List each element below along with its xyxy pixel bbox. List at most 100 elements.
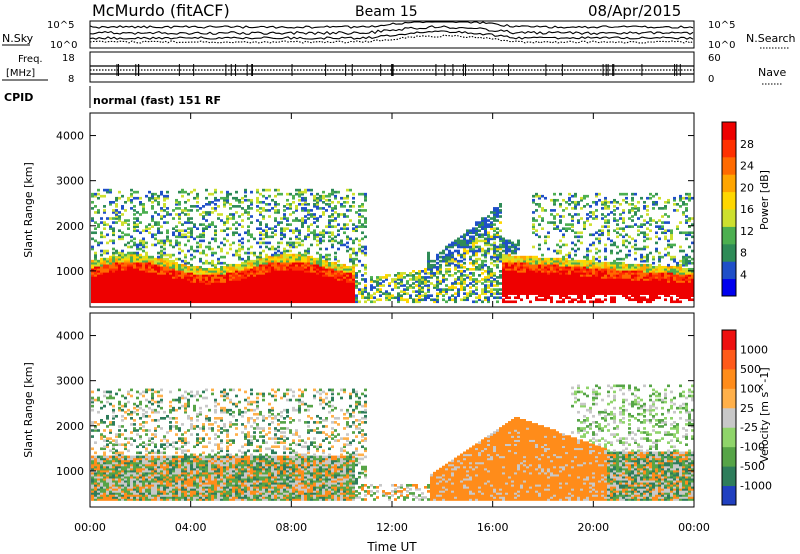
heatmap-cell xyxy=(562,198,565,202)
heatmap-cell xyxy=(547,276,550,279)
heatmap-cell xyxy=(601,229,604,233)
heatmap-cell xyxy=(256,280,259,283)
heatmap-cell xyxy=(115,221,118,224)
heatmap-cell xyxy=(256,227,259,230)
heatmap-cell xyxy=(133,265,136,269)
heatmap-cell xyxy=(121,267,124,271)
heatmap-cell xyxy=(364,235,367,239)
heatmap-cell xyxy=(451,261,454,265)
heatmap-cell xyxy=(592,211,595,214)
heatmap-cell xyxy=(160,265,163,269)
heatmap-cell xyxy=(184,190,187,194)
heatmap-cell xyxy=(529,280,532,283)
heatmap-cell xyxy=(490,211,493,214)
heatmap-cell xyxy=(475,286,478,289)
heatmap-cell xyxy=(175,292,178,295)
heatmap-cell xyxy=(571,270,574,273)
heatmap-cell xyxy=(505,286,508,289)
heatmap-cell xyxy=(619,263,622,267)
heatmap-cell xyxy=(502,284,505,287)
noise-strip: N.Sky 10^5 10^0 10^5 10^0 N.Search xyxy=(2,20,796,51)
heatmap-cell xyxy=(166,265,169,269)
heatmap-cell xyxy=(634,288,637,291)
heatmap-cell xyxy=(583,227,586,230)
heatmap-cell xyxy=(142,237,145,241)
heatmap-cell xyxy=(295,274,298,277)
heatmap-cell xyxy=(106,280,109,283)
heatmap-cell xyxy=(424,280,427,283)
heatmap-cell xyxy=(181,284,184,287)
heatmap-cell xyxy=(178,265,181,269)
heatmap-cell xyxy=(160,276,163,279)
heatmap-cell xyxy=(343,294,346,297)
heatmap-cell xyxy=(571,265,574,269)
heatmap-cell xyxy=(187,300,190,304)
heatmap-cell xyxy=(229,278,232,281)
heatmap-cell xyxy=(592,265,595,269)
heatmap-cell xyxy=(346,282,349,285)
heatmap-cell xyxy=(559,249,562,253)
heatmap-cell xyxy=(124,261,127,265)
heatmap-cell xyxy=(181,294,184,297)
heatmap-cell xyxy=(247,284,250,287)
heatmap-cell xyxy=(187,292,190,295)
heatmap-cell xyxy=(481,235,484,239)
heatmap-cell xyxy=(205,280,208,283)
heatmap-cell xyxy=(310,270,313,273)
heatmap-cell xyxy=(175,286,178,289)
heatmap-cell xyxy=(484,278,487,281)
heatmap-cell xyxy=(151,288,154,291)
heatmap-cell xyxy=(139,286,142,289)
heatmap-cell xyxy=(268,292,271,295)
heatmap-cell xyxy=(460,265,463,269)
heatmap-cell xyxy=(142,261,145,265)
heatmap-cell xyxy=(130,280,133,283)
heatmap-cell xyxy=(133,278,136,281)
heatmap-cell xyxy=(157,270,160,273)
heatmap-cell xyxy=(190,276,193,279)
freq-label-1: Freq. xyxy=(18,54,43,65)
heatmap-cell xyxy=(112,265,115,269)
heatmap-cell xyxy=(112,200,115,204)
heatmap-cell xyxy=(421,270,424,273)
heatmap-cell xyxy=(304,280,307,283)
heatmap-cell xyxy=(232,280,235,283)
heatmap-cell xyxy=(310,290,313,293)
heatmap-cell xyxy=(226,239,229,243)
heatmap-cell xyxy=(223,272,226,275)
heatmap-cell xyxy=(574,253,577,257)
heatmap-cell xyxy=(163,209,166,212)
heatmap-cell xyxy=(340,265,343,269)
heatmap-cell xyxy=(541,265,544,269)
heatmap-cell xyxy=(283,286,286,289)
heatmap-cell xyxy=(601,278,604,281)
heatmap-cell xyxy=(592,261,595,265)
heatmap-cell xyxy=(364,265,367,269)
heatmap-cell xyxy=(499,243,502,247)
heatmap-cell xyxy=(325,194,328,198)
heatmap-cell xyxy=(208,247,211,251)
heatmap-cell xyxy=(511,241,514,245)
heatmap-cell xyxy=(103,270,106,273)
heatmap-cell xyxy=(325,209,328,212)
heatmap-cell xyxy=(541,227,544,230)
heatmap-cell xyxy=(340,272,343,275)
heatmap-cell xyxy=(289,207,292,210)
heatmap-cell xyxy=(544,261,547,265)
heatmap-cell xyxy=(256,190,259,194)
heatmap-cell xyxy=(490,288,493,291)
heatmap-cell xyxy=(121,207,124,210)
heatmap-cell xyxy=(136,211,139,214)
heatmap-cell xyxy=(535,233,538,237)
heatmap-cell xyxy=(592,200,595,204)
heatmap-cell xyxy=(535,261,538,265)
heatmap-cell xyxy=(532,270,535,273)
heatmap-cell xyxy=(412,300,415,304)
heatmap-cell xyxy=(535,282,538,285)
heatmap-cell xyxy=(199,280,202,283)
heatmap-cell xyxy=(274,200,277,204)
heatmap-cell xyxy=(589,263,592,267)
heatmap-cell xyxy=(211,298,214,302)
heatmap-cell xyxy=(250,198,253,202)
heatmap-cell xyxy=(334,263,337,267)
